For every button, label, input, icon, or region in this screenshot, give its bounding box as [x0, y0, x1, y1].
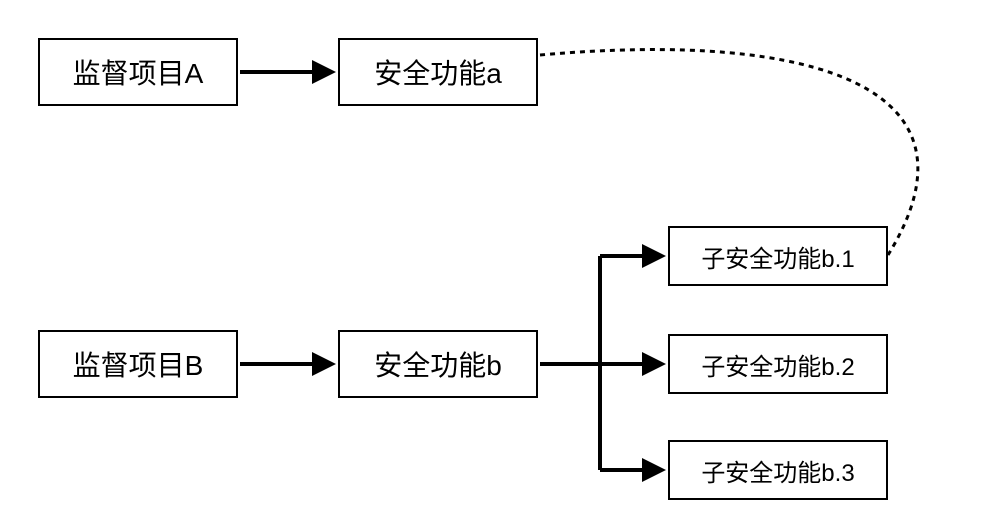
node-label: 安全功能a — [374, 52, 502, 92]
node-project-b: 监督项目B — [38, 330, 238, 398]
node-label: 子安全功能b.1 — [701, 239, 854, 274]
node-label: 安全功能b — [374, 344, 502, 384]
node-project-a: 监督项目A — [38, 38, 238, 106]
node-function-a: 安全功能a — [338, 38, 538, 106]
node-sub-b3: 子安全功能b.3 — [668, 440, 888, 500]
node-sub-b2: 子安全功能b.2 — [668, 334, 888, 394]
node-sub-b1: 子安全功能b.1 — [668, 226, 888, 286]
node-label: 子安全功能b.3 — [701, 453, 854, 488]
node-label: 监督项目B — [73, 344, 204, 384]
node-function-b: 安全功能b — [338, 330, 538, 398]
edge-dashed-func-a-sub-b1 — [540, 50, 918, 255]
node-label: 监督项目A — [73, 52, 204, 92]
node-label: 子安全功能b.2 — [701, 347, 854, 382]
